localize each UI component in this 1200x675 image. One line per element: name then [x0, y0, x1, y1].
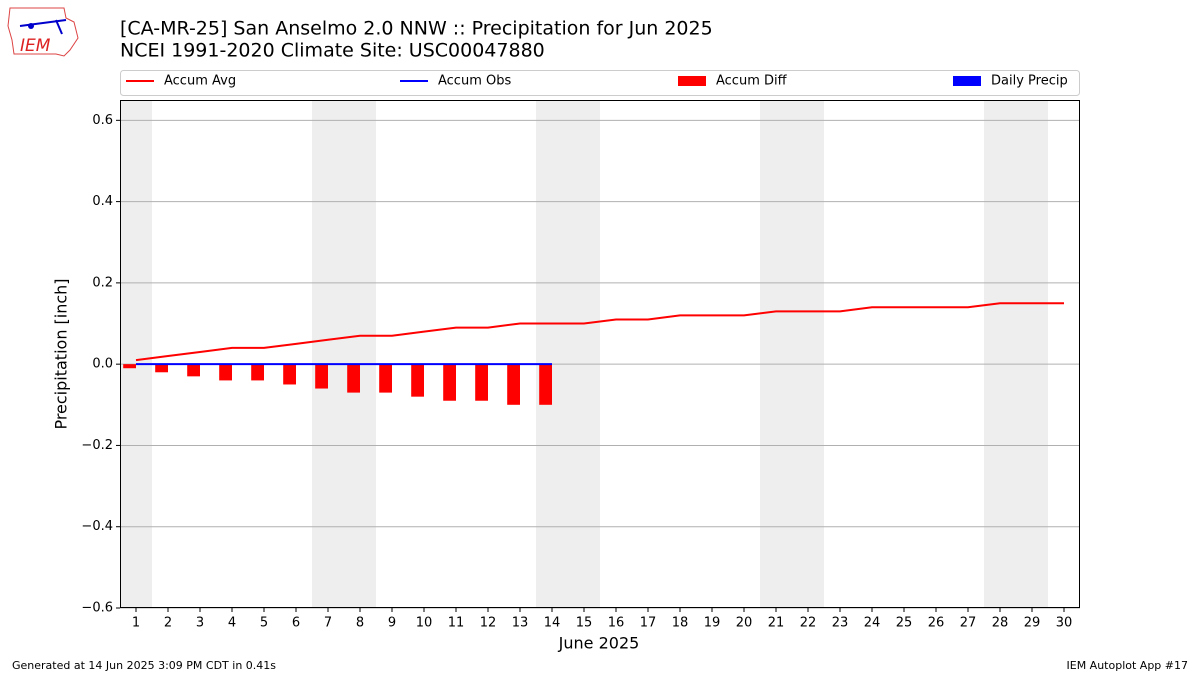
x-tick-label: 23 [832, 616, 849, 631]
x-tick-label: 16 [608, 616, 625, 631]
footer-right: IEM Autoplot App #17 [1067, 659, 1189, 672]
bar [347, 364, 360, 393]
x-tick-label: 15 [576, 616, 593, 631]
y-tick-label: −0.6 [81, 601, 113, 616]
weekend-shade [760, 100, 792, 608]
x-tick-label: 19 [704, 616, 721, 631]
x-tick-label: 20 [736, 616, 753, 631]
x-tick-label: 21 [768, 616, 785, 631]
bar [507, 364, 520, 405]
y-tick-label: 0.0 [92, 357, 113, 372]
x-tick-label: 4 [228, 616, 236, 631]
y-tick-label: 0.6 [92, 113, 113, 128]
bar [443, 364, 456, 401]
x-tick-label: 12 [480, 616, 497, 631]
x-tick-label: 6 [292, 616, 300, 631]
bar [315, 364, 328, 389]
x-tick-label: 24 [864, 616, 881, 631]
bar [155, 364, 168, 373]
weekend-shade [344, 100, 376, 608]
x-tick-label: 22 [800, 616, 817, 631]
legend [120, 70, 1080, 96]
y-axis-label: Precipitation [inch] [52, 278, 71, 429]
bar [219, 364, 232, 381]
legend-label: Accum Diff [716, 74, 788, 89]
x-tick-label: 13 [512, 616, 529, 631]
legend-swatch [953, 76, 981, 86]
x-tick-label: 25 [896, 616, 913, 631]
legend-label: Accum Obs [438, 74, 511, 89]
chart-subtitle: NCEI 1991-2020 Climate Site: USC00047880 [120, 40, 545, 62]
x-tick-label: 26 [928, 616, 945, 631]
weekend-shade [120, 100, 152, 608]
logo: IEM [7, 7, 79, 57]
bar [123, 364, 136, 369]
bar [475, 364, 488, 401]
footer-left: Generated at 14 Jun 2025 3:09 PM CDT in … [12, 659, 276, 672]
y-tick-label: 0.4 [92, 194, 113, 209]
bar [283, 364, 296, 385]
x-tick-label: 29 [1024, 616, 1041, 631]
weekend-shade [312, 100, 344, 608]
bar [411, 364, 424, 397]
bar [251, 364, 264, 381]
legend-swatch [678, 76, 706, 86]
x-tick-label: 18 [672, 616, 689, 631]
weekend-shade [568, 100, 600, 608]
y-tick-label: −0.2 [81, 438, 113, 453]
x-tick-label: 14 [544, 616, 561, 631]
weekend-shade [536, 100, 568, 608]
y-tick-label: −0.4 [81, 519, 113, 534]
logo-text: IEM [20, 36, 51, 56]
y-tick-label: 0.2 [92, 275, 113, 290]
bar [187, 364, 200, 377]
x-tick-label: 3 [196, 616, 204, 631]
x-tick-label: 27 [960, 616, 977, 631]
x-tick-label: 2 [164, 616, 172, 631]
bar [539, 364, 552, 405]
x-tick-label: 11 [448, 616, 465, 631]
x-tick-label: 9 [388, 616, 396, 631]
x-tick-label: 1 [132, 616, 140, 631]
x-tick-label: 7 [324, 616, 332, 631]
weekend-shade [792, 100, 824, 608]
chart-title: [CA-MR-25] San Anselmo 2.0 NNW :: Precip… [120, 18, 713, 40]
x-tick-label: 10 [416, 616, 433, 631]
legend-label: Daily Precip [991, 74, 1068, 89]
plot-frame [120, 100, 1080, 608]
x-tick-label: 17 [640, 616, 657, 631]
x-tick-label: 28 [992, 616, 1009, 631]
x-tick-label: 8 [356, 616, 364, 631]
x-axis-label: June 2025 [558, 634, 640, 653]
x-tick-label: 5 [260, 616, 268, 631]
x-tick-label: 30 [1056, 616, 1073, 631]
weekend-shade [984, 100, 1016, 608]
legend-label: Accum Avg [164, 74, 236, 89]
bar [379, 364, 392, 393]
line [135, 302, 1064, 362]
weekend-shade [1016, 100, 1048, 608]
